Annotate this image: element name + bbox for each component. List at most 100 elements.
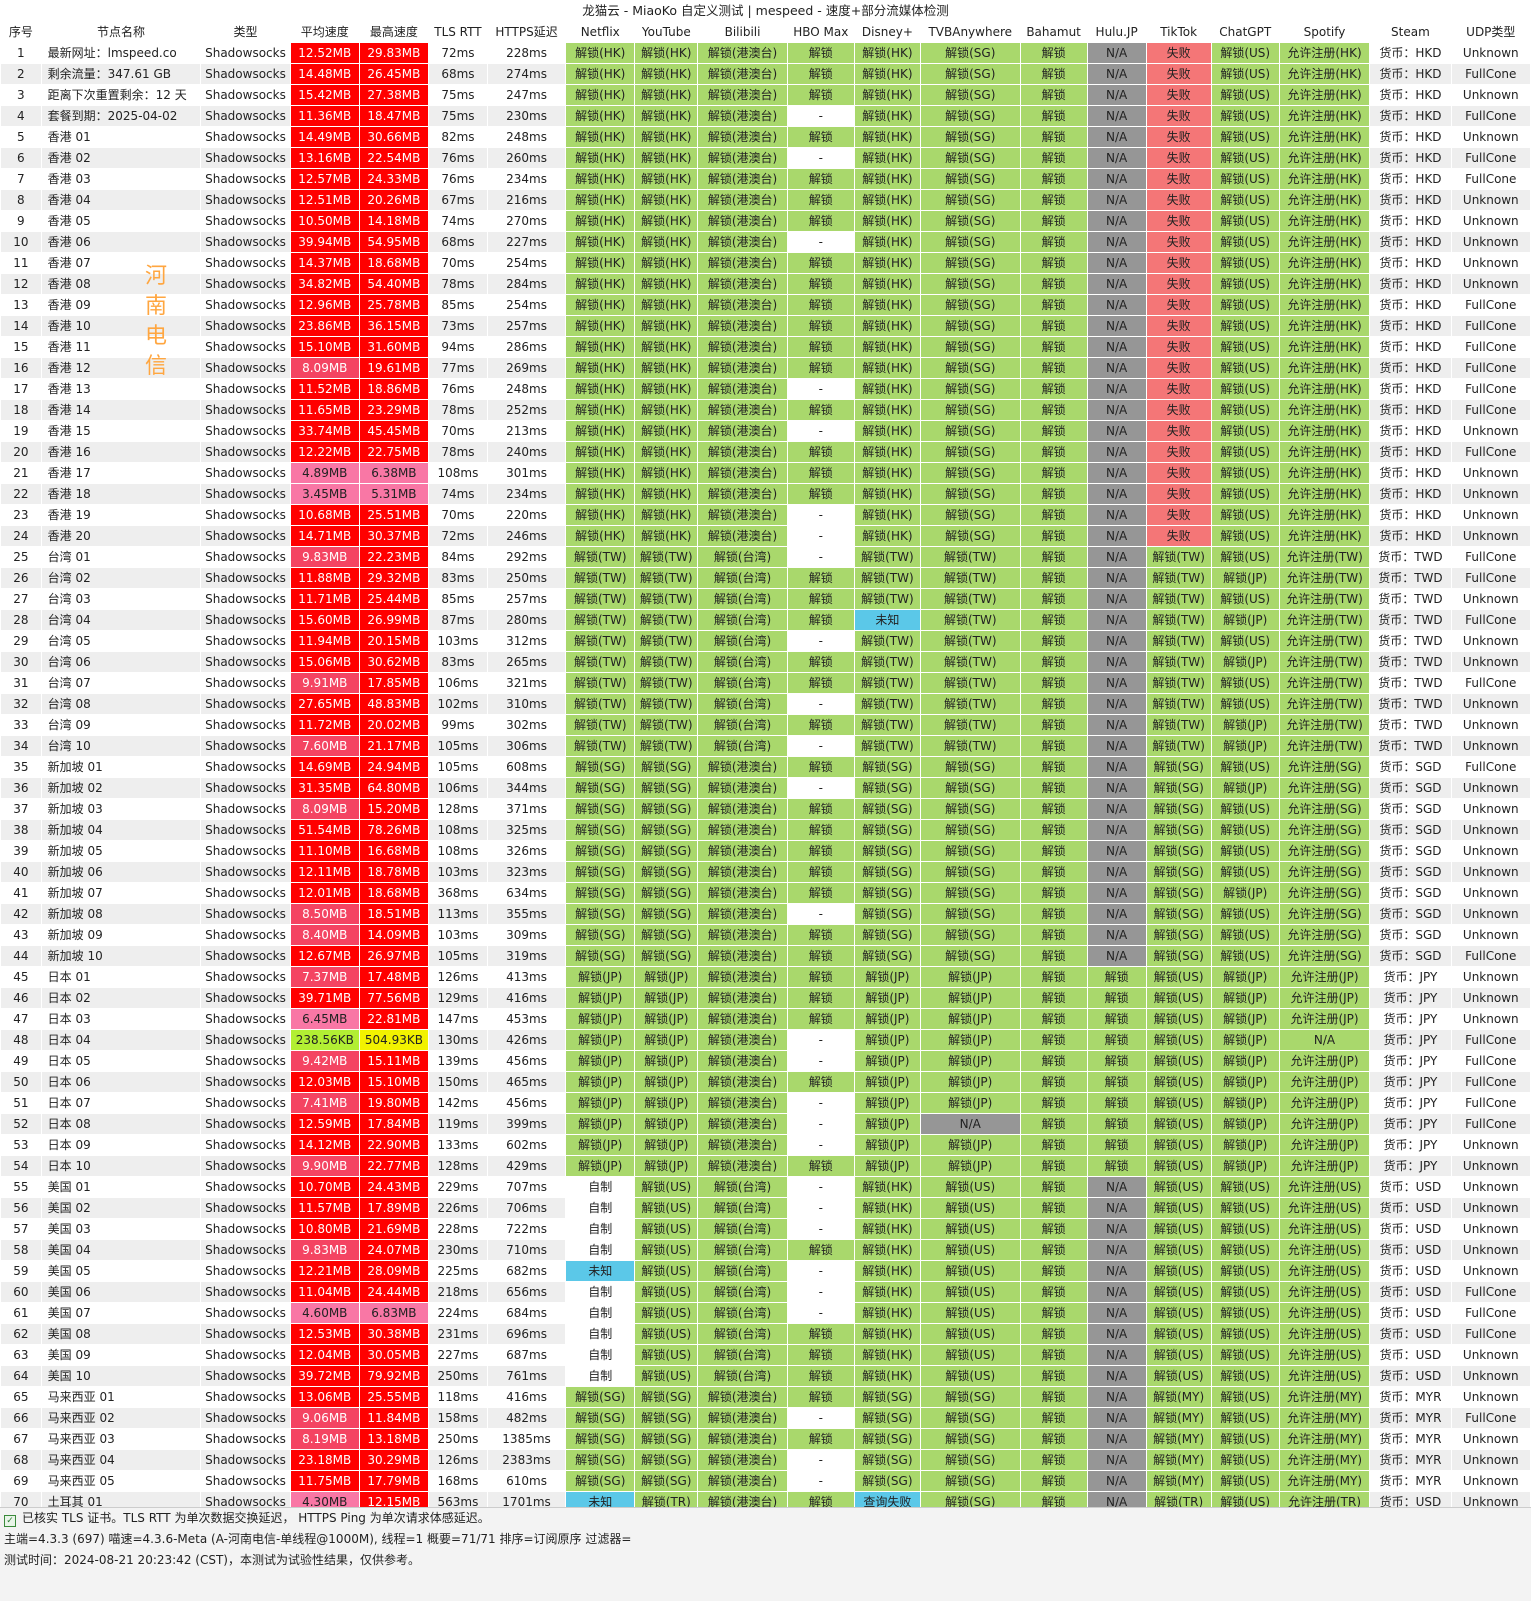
table-row[interactable]: 60 美国 06 Shadowsocks 11.04MB 24.44MB 218ms 656… <box>0 1281 1531 1303</box>
table-row[interactable]: 50 日本 06 Shadowsocks 12.03MB 15.10MB 150ms 465… <box>0 1071 1531 1093</box>
table-row[interactable]: 57 美国 03 Shadowsocks 10.80MB 21.69MB 228ms 722… <box>0 1218 1531 1240</box>
table-row[interactable]: 12 香港 08 Shadowsocks 34.82MB 54.40MB 78ms 284m… <box>0 273 1531 295</box>
unlock-status-cell: N/A <box>1086 630 1147 652</box>
unlock-status-cell: 解锁 <box>1086 1134 1147 1156</box>
table-row[interactable]: 68 马来西亚 04 Shadowsocks 23.18MB 30.29MB 126ms 2… <box>0 1449 1531 1471</box>
table-row[interactable]: 6 香港 02 Shadowsocks 13.16MB 22.54MB 76ms 260ms… <box>0 147 1531 169</box>
unlock-status-cell: 解锁 <box>1086 1008 1147 1030</box>
column-header[interactable]: Bahamut <box>1019 21 1088 43</box>
table-row[interactable]: 40 新加坡 06 Shadowsocks 12.11MB 18.78MB 103ms 32… <box>0 861 1531 883</box>
table-row[interactable]: 11 香港 07 Shadowsocks 14.37MB 18.68MB 70ms 254m… <box>0 252 1531 274</box>
table-row[interactable]: 51 日本 07 Shadowsocks 7.41MB 19.80MB 142ms 456m… <box>0 1092 1531 1114</box>
table-row[interactable]: 52 日本 08 Shadowsocks 12.59MB 17.84MB 119ms 399… <box>0 1113 1531 1135</box>
table-row[interactable]: 33 台湾 09 Shadowsocks 11.72MB 20.02MB 99ms 302m… <box>0 714 1531 736</box>
table-row[interactable]: 3 距离下次重置剩余：12 天 Shadowsocks 15.42MB 27.38MB 7… <box>0 84 1531 106</box>
table-row[interactable]: 44 新加坡 10 Shadowsocks 12.67MB 26.97MB 105ms 31… <box>0 945 1531 967</box>
table-row[interactable]: 31 台湾 07 Shadowsocks 9.91MB 17.85MB 106ms 321m… <box>0 672 1531 694</box>
table-row[interactable]: 2 剩余流量：347.61 GB Shadowsocks 14.48MB 26.45MB… <box>0 63 1531 85</box>
table-row[interactable]: 39 新加坡 05 Shadowsocks 11.10MB 16.68MB 108ms 32… <box>0 840 1531 862</box>
unlock-status-cell: 解锁(JP) <box>634 1155 699 1177</box>
table-row[interactable]: 5 香港 01 Shadowsocks 14.49MB 30.66MB 82ms 248ms… <box>0 126 1531 148</box>
max-speed-cell: 17.48MB <box>358 966 429 988</box>
unlock-status-cell: 解锁(US) <box>634 1365 699 1387</box>
table-row[interactable]: 25 台湾 01 Shadowsocks 9.83MB 22.23MB 84ms 292ms… <box>0 546 1531 568</box>
table-row[interactable]: 7 香港 03 Shadowsocks 12.57MB 24.33MB 76ms 234ms… <box>0 168 1531 190</box>
table-row[interactable]: 56 美国 02 Shadowsocks 11.57MB 17.89MB 226ms 706… <box>0 1197 1531 1219</box>
table-row[interactable]: 67 马来西亚 03 Shadowsocks 8.19MB 13.18MB 250ms 13… <box>0 1428 1531 1450</box>
table-row[interactable]: 53 日本 09 Shadowsocks 14.12MB 22.90MB 133ms 602… <box>0 1134 1531 1156</box>
column-header[interactable]: Steam <box>1369 21 1452 43</box>
column-header[interactable]: TikTok <box>1145 21 1212 43</box>
column-header[interactable]: HBO Max <box>786 21 855 43</box>
table-row[interactable]: 41 新加坡 07 Shadowsocks 12.01MB 18.68MB 368ms 63… <box>0 882 1531 904</box>
table-row[interactable]: 10 香港 06 Shadowsocks 39.94MB 54.95MB 68ms 227m… <box>0 231 1531 253</box>
table-row[interactable]: 30 台湾 06 Shadowsocks 15.06MB 30.62MB 83ms 265m… <box>0 651 1531 673</box>
table-row[interactable]: 4 套餐到期：2025-04-02 Shadowsocks 11.36MB 18.47M… <box>0 105 1531 127</box>
table-row[interactable]: 21 香港 17 Shadowsocks 4.89MB 6.38MB 108ms 301ms… <box>0 462 1531 484</box>
column-header[interactable]: 序号 <box>0 21 42 43</box>
table-row[interactable]: 16 香港 12 Shadowsocks 8.09MB 19.61MB 77ms 269ms… <box>0 357 1531 379</box>
table-row[interactable]: 69 马来西亚 05 Shadowsocks 11.75MB 17.79MB 168ms 6… <box>0 1470 1531 1492</box>
table-row[interactable]: 9 香港 05 Shadowsocks 10.50MB 14.18MB 74ms 270ms… <box>0 210 1531 232</box>
table-row[interactable]: 36 新加坡 02 Shadowsocks 31.35MB 64.80MB 106ms 34… <box>0 777 1531 799</box>
unlock-status-cell: 解锁(HK) <box>565 462 636 484</box>
table-row[interactable]: 46 日本 02 Shadowsocks 39.71MB 77.56MB 129ms 416… <box>0 987 1531 1009</box>
table-row[interactable]: 1 最新网址：lmspeed.co Shadowsocks 12.52MB 29.83M… <box>0 42 1531 64</box>
table-row[interactable]: 47 日本 03 Shadowsocks 6.45MB 22.81MB 147ms 453m… <box>0 1008 1531 1030</box>
table-row[interactable]: 23 香港 19 Shadowsocks 10.68MB 25.51MB 70ms 220m… <box>0 504 1531 526</box>
table-row[interactable]: 37 新加坡 03 Shadowsocks 8.09MB 15.20MB 128ms 371… <box>0 798 1531 820</box>
column-header[interactable]: ChatGPT <box>1210 21 1280 43</box>
column-header[interactable]: 平均速度 <box>289 21 360 43</box>
row-index-cell: 27 <box>0 588 42 610</box>
column-header[interactable]: YouTube <box>634 21 699 43</box>
table-row[interactable]: 27 台湾 03 Shadowsocks 11.71MB 25.44MB 85ms 257m… <box>0 588 1531 610</box>
table-row[interactable]: 18 香港 14 Shadowsocks 11.65MB 23.29MB 78ms 252m… <box>0 399 1531 421</box>
table-row[interactable]: 64 美国 10 Shadowsocks 39.72MB 79.92MB 250ms 761… <box>0 1365 1531 1387</box>
column-header[interactable]: Netflix <box>565 21 636 43</box>
table-row[interactable]: 26 台湾 02 Shadowsocks 11.88MB 29.32MB 83ms 250m… <box>0 567 1531 589</box>
table-row[interactable]: 29 台湾 05 Shadowsocks 11.94MB 20.15MB 103ms 312… <box>0 630 1531 652</box>
table-row[interactable]: 49 日本 05 Shadowsocks 9.42MB 15.11MB 139ms 456m… <box>0 1050 1531 1072</box>
table-row[interactable]: 14 香港 10 Shadowsocks 23.86MB 36.15MB 73ms 257m… <box>0 315 1531 337</box>
table-row[interactable]: 28 台湾 04 Shadowsocks 15.60MB 26.99MB 87ms 280m… <box>0 609 1531 631</box>
table-row[interactable]: 35 新加坡 01 Shadowsocks 14.69MB 24.94MB 105ms 60… <box>0 756 1531 778</box>
table-row[interactable]: 54 日本 10 Shadowsocks 9.90MB 22.77MB 128ms 429m… <box>0 1155 1531 1177</box>
table-row[interactable]: 45 日本 01 Shadowsocks 7.37MB 17.48MB 126ms 413m… <box>0 966 1531 988</box>
table-row[interactable]: 48 日本 04 Shadowsocks 238.56KB 504.93KB 130ms 4… <box>0 1029 1531 1051</box>
column-header[interactable]: HTTPS延迟 <box>486 21 567 43</box>
table-row[interactable]: 58 美国 04 Shadowsocks 9.83MB 24.07MB 230ms 710m… <box>0 1239 1531 1261</box>
table-cell: Unknown <box>1450 1470 1531 1492</box>
row-index-cell: 58 <box>0 1239 42 1261</box>
column-header[interactable]: TVBAnywhere <box>919 21 1021 43</box>
table-row[interactable]: 63 美国 09 Shadowsocks 12.04MB 30.05MB 227ms 687… <box>0 1344 1531 1366</box>
table-row[interactable]: 66 马来西亚 02 Shadowsocks 9.06MB 11.84MB 158ms 48… <box>0 1407 1531 1429</box>
table-row[interactable]: 65 马来西亚 01 Shadowsocks 13.06MB 25.55MB 118ms 4… <box>0 1386 1531 1408</box>
column-header[interactable]: Bilibili <box>697 21 788 43</box>
column-header[interactable]: Hulu.JP <box>1086 21 1147 43</box>
table-row[interactable]: 13 香港 09 Shadowsocks 12.96MB 25.78MB 85ms 254m… <box>0 294 1531 316</box>
tls-rtt-cell: 108ms <box>427 462 488 484</box>
table-row[interactable]: 62 美国 08 Shadowsocks 12.53MB 30.38MB 231ms 696… <box>0 1323 1531 1345</box>
table-row[interactable]: 20 香港 16 Shadowsocks 12.22MB 22.75MB 78ms 240m… <box>0 441 1531 463</box>
column-header[interactable]: Spotify <box>1278 21 1371 43</box>
table-row[interactable]: 22 香港 18 Shadowsocks 3.45MB 5.31MB 74ms 234ms 解… <box>0 483 1531 505</box>
table-row[interactable]: 24 香港 20 Shadowsocks 14.71MB 30.37MB 72ms 246m… <box>0 525 1531 547</box>
table-row[interactable]: 43 新加坡 09 Shadowsocks 8.40MB 14.09MB 103ms 309… <box>0 924 1531 946</box>
table-row[interactable]: 59 美国 05 Shadowsocks 12.21MB 28.09MB 225ms 682… <box>0 1260 1531 1282</box>
table-row[interactable]: 38 新加坡 04 Shadowsocks 51.54MB 78.26MB 108ms 32… <box>0 819 1531 841</box>
table-row[interactable]: 55 美国 01 Shadowsocks 10.70MB 24.43MB 229ms 707… <box>0 1176 1531 1198</box>
column-header[interactable]: TLS RTT <box>427 21 488 43</box>
column-header[interactable]: 类型 <box>200 21 291 43</box>
table-row[interactable]: 61 美国 07 Shadowsocks 4.60MB 6.83MB 224ms 684ms… <box>0 1302 1531 1324</box>
table-row[interactable]: 19 香港 15 Shadowsocks 33.74MB 45.45MB 70ms 213m… <box>0 420 1531 442</box>
column-header[interactable]: 节点名称 <box>40 21 202 43</box>
table-row[interactable]: 34 台湾 10 Shadowsocks 7.60MB 21.17MB 105ms 306m… <box>0 735 1531 757</box>
table-row[interactable]: 32 台湾 08 Shadowsocks 27.65MB 48.83MB 102ms 310… <box>0 693 1531 715</box>
column-header[interactable]: Disney+ <box>853 21 921 43</box>
table-row[interactable]: 15 香港 11 Shadowsocks 15.10MB 31.60MB 94ms 286m… <box>0 336 1531 358</box>
table-row[interactable]: 42 新加坡 08 Shadowsocks 8.50MB 18.51MB 113ms 355… <box>0 903 1531 925</box>
table-row[interactable]: 17 香港 13 Shadowsocks 11.52MB 18.86MB 76ms 248m… <box>0 378 1531 400</box>
column-header[interactable]: 最高速度 <box>358 21 429 43</box>
column-header[interactable]: UDP类型 <box>1450 21 1531 43</box>
table-row[interactable]: 8 香港 04 Shadowsocks 12.51MB 20.26MB 67ms 216ms… <box>0 189 1531 211</box>
